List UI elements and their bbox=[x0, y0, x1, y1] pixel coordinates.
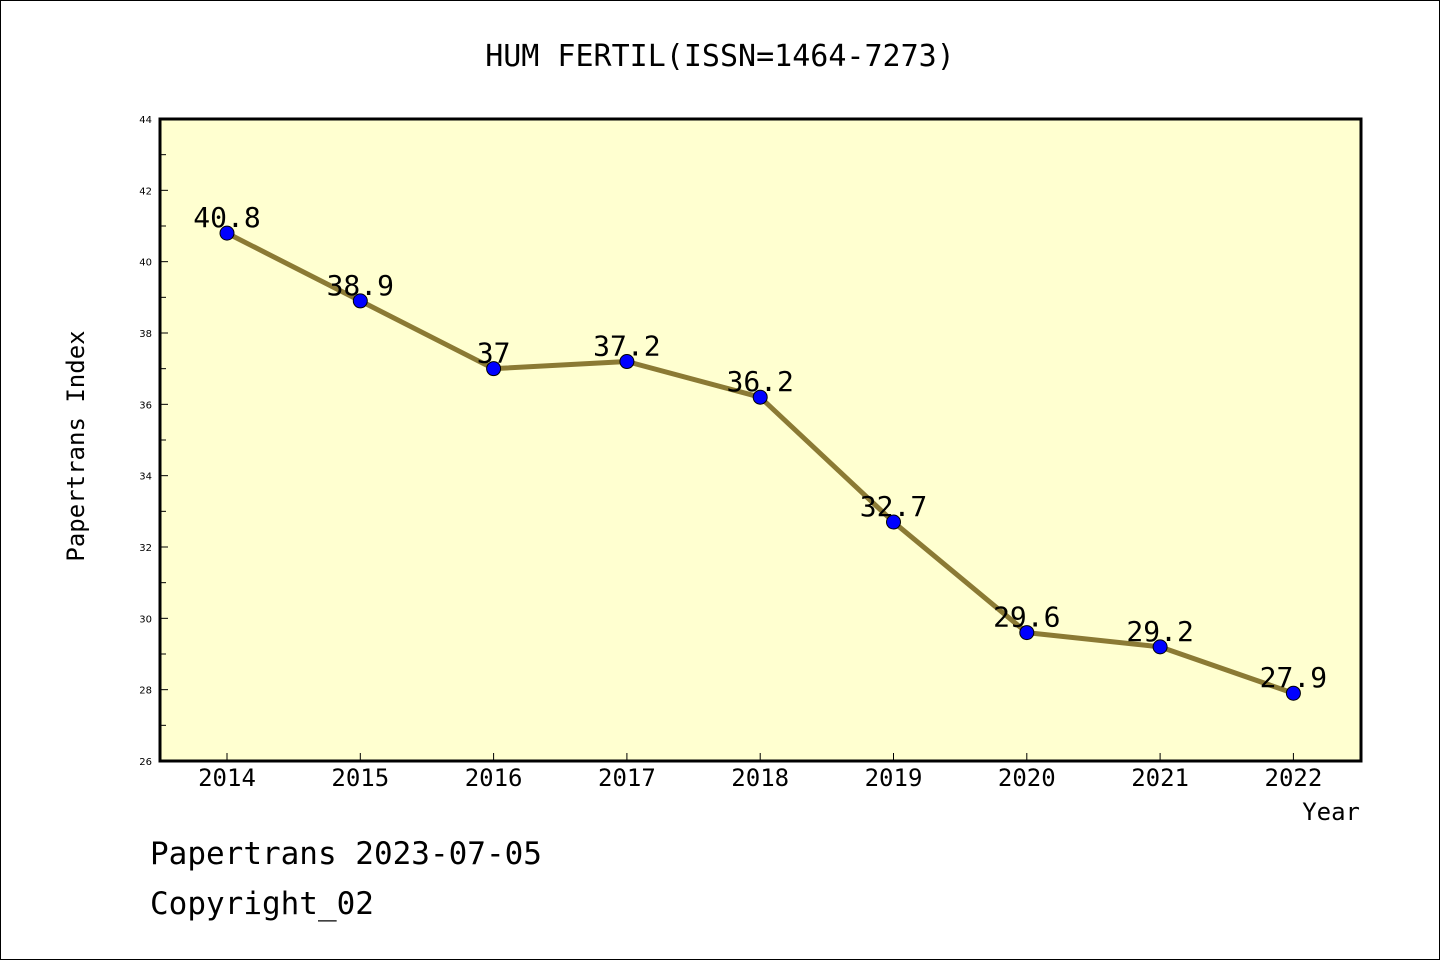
y-axis-label: Papertrans Index bbox=[62, 330, 90, 561]
x-tick-label: 2015 bbox=[331, 764, 389, 792]
x-tick-label: 2020 bbox=[998, 764, 1056, 792]
y-tick-label: 30 bbox=[139, 614, 152, 625]
data-label: 29.2 bbox=[1126, 615, 1193, 648]
x-tick-label: 2019 bbox=[865, 764, 923, 792]
data-label: 27.9 bbox=[1260, 661, 1327, 694]
y-tick-label: 34 bbox=[139, 472, 152, 483]
data-label: 29.6 bbox=[993, 601, 1060, 634]
data-point bbox=[1019, 625, 1035, 641]
x-tick-label: 2014 bbox=[198, 764, 256, 792]
data-point bbox=[352, 293, 368, 309]
data-point bbox=[1285, 685, 1301, 701]
data-label: 36.2 bbox=[726, 365, 793, 398]
x-axis-label: Year bbox=[1302, 798, 1360, 826]
data-label: 38.9 bbox=[327, 269, 394, 302]
series-line-group bbox=[219, 225, 1301, 701]
data-label: 37 bbox=[477, 337, 511, 370]
data-point bbox=[752, 389, 768, 405]
footer-copyright: Copyright_02 bbox=[150, 886, 374, 922]
chart-title: HUM FERTIL(ISSN=1464-7273) bbox=[485, 39, 955, 74]
footer-date: Papertrans 2023-07-05 bbox=[150, 836, 542, 872]
data-point bbox=[219, 225, 235, 241]
y-tick-label: 36 bbox=[139, 400, 152, 411]
x-tick-label: 2022 bbox=[1265, 764, 1323, 792]
data-label: 32.7 bbox=[860, 490, 927, 523]
data-point bbox=[619, 354, 635, 370]
data-point bbox=[886, 514, 901, 530]
y-tick-label: 42 bbox=[139, 186, 152, 197]
x-tick-label: 2016 bbox=[465, 764, 523, 792]
plot-area bbox=[158, 117, 1363, 763]
x-tick-label: 2018 bbox=[731, 764, 789, 792]
x-tick-label: 2017 bbox=[598, 764, 656, 792]
y-axis: 26 28 30 32 34 36 38 40 42 44 bbox=[139, 115, 168, 768]
y-tick-label: 38 bbox=[139, 329, 152, 340]
x-tick-label: 2021 bbox=[1131, 764, 1189, 792]
y-tick-label: 44 bbox=[139, 115, 152, 126]
y-tick-label: 28 bbox=[139, 686, 152, 697]
data-label-group: 40.8 38.9 37 37.2 36.2 32.7 29.6 29.2 27.9 bbox=[193, 201, 1327, 694]
y-tick-label: 26 bbox=[139, 757, 152, 768]
data-label: 37.2 bbox=[593, 330, 660, 363]
y-tick-label: 32 bbox=[139, 543, 152, 554]
data-point bbox=[486, 361, 502, 377]
data-label: 40.8 bbox=[193, 201, 260, 234]
x-axis: 2014 2015 2016 2017 2018 2019 2020 2021 2022 bbox=[198, 753, 1322, 792]
y-tick-label: 40 bbox=[139, 258, 152, 269]
data-point bbox=[1152, 639, 1168, 655]
